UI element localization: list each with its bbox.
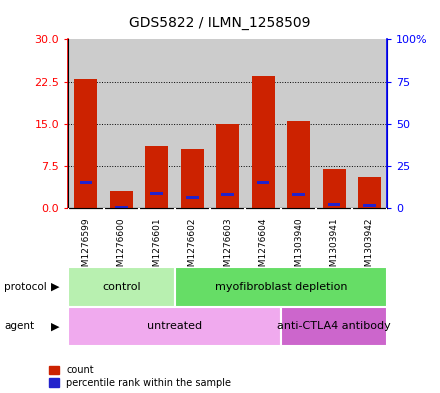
Bar [175, 39, 210, 208]
Text: ▶: ▶ [51, 321, 59, 331]
Bar [150, 193, 163, 195]
Text: GDS5822 / ILMN_1258509: GDS5822 / ILMN_1258509 [129, 16, 311, 30]
Text: ▶: ▶ [51, 282, 59, 292]
Bar [292, 193, 305, 196]
Bar [246, 39, 281, 208]
Bar [281, 307, 387, 346]
Text: GSM1303942: GSM1303942 [365, 217, 374, 277]
Bar [252, 76, 275, 208]
Text: GSM1276601: GSM1276601 [152, 217, 161, 278]
Bar [181, 149, 204, 208]
Text: anti-CTLA4 antibody: anti-CTLA4 antibody [277, 321, 391, 331]
Bar [186, 196, 198, 199]
Bar [139, 39, 175, 208]
Text: control: control [102, 282, 141, 292]
Text: GSM1276603: GSM1276603 [223, 217, 232, 278]
Bar [221, 193, 234, 196]
Bar [281, 39, 316, 208]
Text: GSM1276599: GSM1276599 [81, 217, 91, 278]
Bar [358, 177, 381, 208]
Bar [328, 203, 341, 206]
Bar [363, 204, 376, 207]
Text: GSM1276602: GSM1276602 [188, 217, 197, 277]
Bar [68, 39, 104, 208]
Bar [175, 267, 387, 307]
Bar [257, 181, 269, 184]
Bar [145, 146, 169, 208]
Text: untreated: untreated [147, 321, 202, 331]
Text: GSM1276600: GSM1276600 [117, 217, 126, 278]
Bar [115, 206, 128, 209]
Bar [80, 181, 92, 184]
Bar [74, 79, 97, 208]
Text: protocol: protocol [4, 282, 47, 292]
Bar [110, 191, 133, 208]
Text: GSM1276604: GSM1276604 [259, 217, 268, 277]
Bar [216, 124, 239, 208]
Text: myofibroblast depletion: myofibroblast depletion [215, 282, 347, 292]
Text: GSM1303940: GSM1303940 [294, 217, 303, 278]
Text: GSM1303941: GSM1303941 [330, 217, 338, 278]
Bar [352, 39, 387, 208]
Bar [210, 39, 246, 208]
Bar [104, 39, 139, 208]
Bar [323, 169, 345, 208]
Bar [316, 39, 352, 208]
Text: agent: agent [4, 321, 34, 331]
Bar [68, 307, 281, 346]
Bar [287, 121, 310, 208]
Legend: count, percentile rank within the sample: count, percentile rank within the sample [49, 365, 231, 388]
Bar [68, 267, 175, 307]
